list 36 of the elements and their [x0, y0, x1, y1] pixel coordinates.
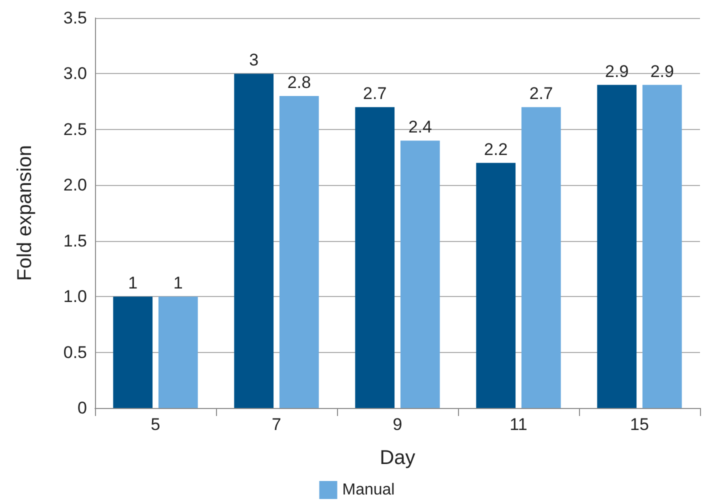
- bar: [279, 96, 319, 408]
- y-tick-label: 3.0: [63, 64, 87, 84]
- bar: [521, 107, 561, 408]
- data-label: 2.7: [529, 84, 553, 104]
- y-tick-label: 3.5: [63, 8, 87, 28]
- x-tick-label: 7: [272, 415, 282, 434]
- bar: [642, 84, 682, 408]
- data-label: 2.2: [484, 140, 508, 159]
- x-tick-label: 15: [630, 415, 649, 434]
- bar: [597, 84, 637, 408]
- y-tick-label: 2.0: [63, 176, 87, 195]
- x-tick-label: 11: [510, 415, 528, 434]
- x-axis-title: Day: [380, 447, 416, 469]
- data-label: 3: [249, 50, 259, 70]
- legend-label: Manual: [342, 482, 395, 498]
- data-label: 2.8: [287, 73, 311, 92]
- x-tick-label: 9: [392, 415, 402, 434]
- bar: [400, 140, 440, 408]
- data-label: 2.4: [408, 118, 432, 137]
- bar: [113, 296, 153, 408]
- y-tick-label: 0.5: [63, 342, 87, 362]
- y-tick-label: 0: [78, 398, 87, 418]
- y-tick-label: 2.5: [63, 120, 87, 139]
- x-tick-label: 5: [150, 415, 160, 434]
- data-label: 2.9: [650, 62, 674, 81]
- data-label: 1: [128, 274, 138, 293]
- bar: [476, 162, 516, 408]
- data-label: 1: [173, 274, 183, 293]
- data-label: 2.7: [363, 84, 387, 104]
- bar: [355, 107, 395, 408]
- bar: [158, 296, 198, 408]
- y-tick-label: 1.5: [63, 231, 87, 250]
- data-label: 2.9: [605, 62, 629, 81]
- y-axis-title: Fold expansion: [14, 145, 36, 281]
- y-tick-label: 1.0: [63, 287, 87, 306]
- bar: [234, 74, 274, 408]
